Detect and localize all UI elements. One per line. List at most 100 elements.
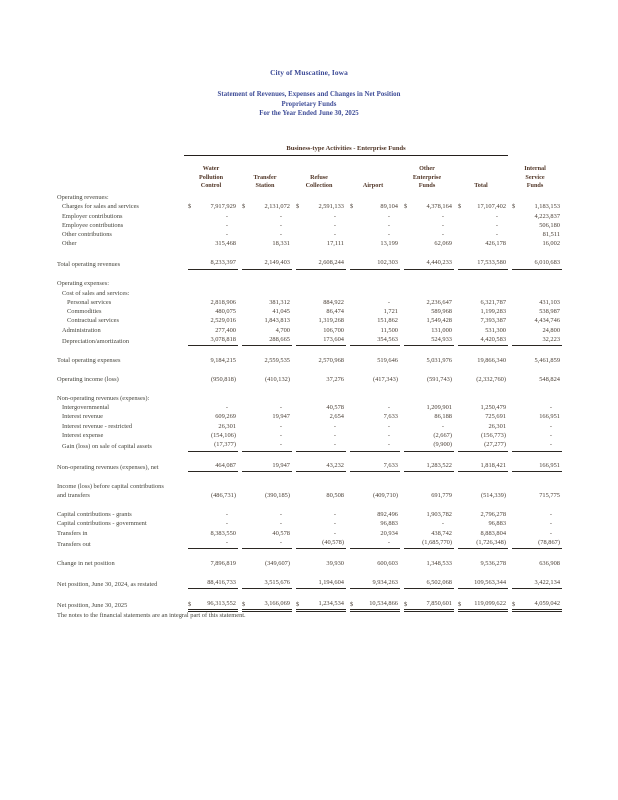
- amount-cell: 62,069: [400, 239, 454, 248]
- row-label: Other: [62, 240, 77, 248]
- amount-cell: 524,933: [400, 335, 454, 347]
- amount-value: 3,166,069: [264, 599, 290, 607]
- amount-cell: -: [184, 212, 238, 221]
- amount-cell: -: [292, 519, 346, 528]
- amount-value: -: [387, 539, 390, 547]
- spacer-row: [57, 589, 562, 599]
- amount-value: -: [387, 422, 390, 430]
- row-label: Employer contributions: [62, 212, 123, 220]
- amount-cell: -: [508, 431, 562, 440]
- dollar-sign: $: [512, 600, 516, 608]
- amount-value: 3,422,134: [534, 578, 561, 586]
- amount-value: -: [225, 511, 228, 519]
- statement-table: Business-type Activities - Enterprise Fu…: [57, 140, 563, 612]
- amount-cell: 40,578: [292, 403, 346, 412]
- amount-cell: (514,339): [454, 482, 508, 501]
- amount-value: 524,933: [431, 336, 452, 344]
- amount-cell: 548,824: [508, 375, 562, 384]
- table-row: Transfers out - - (40,578) - (1,685,770) (1,72…: [57, 538, 563, 550]
- amount-cell: 1,903,782: [400, 510, 454, 519]
- amount-cell: $4,059,042: [508, 599, 563, 612]
- amount-value: 426,178: [485, 240, 507, 248]
- amount-cell: -: [184, 221, 238, 230]
- table-row: Capital contributions - grants - - - 892,496…: [57, 510, 562, 519]
- dollar-sign: $: [458, 203, 462, 211]
- amount-cell: -: [346, 440, 400, 452]
- amount-value: (40,578): [322, 539, 344, 547]
- amount-cell: 2,796,278: [454, 510, 508, 519]
- table-row: Other 315,468 18,331 17,111 13,199 62,069 426,…: [57, 239, 562, 248]
- amount-cell: 3,078,818: [184, 335, 238, 347]
- spacer-row: [57, 249, 562, 259]
- amount-value: 315,468: [215, 240, 236, 248]
- amount-cell: 40,578: [238, 529, 292, 538]
- amount-value: (9,900): [433, 441, 452, 449]
- table-row: Net position, June 30, 2025 $96,313,552 $3…: [57, 599, 563, 612]
- row-label: Personal services: [67, 298, 112, 306]
- amount-value: -: [333, 511, 336, 519]
- row-label: Capital contributions - government: [57, 520, 147, 528]
- dollar-sign: $: [188, 203, 192, 211]
- amount-value: 7,633: [383, 462, 398, 470]
- amount-cell: $7,917,929: [184, 202, 238, 211]
- amount-cell: 96,883: [454, 519, 508, 528]
- amount-cell: 892,496: [346, 510, 400, 519]
- amount-cell: 315,468: [184, 239, 238, 248]
- amount-cell: -: [238, 422, 292, 431]
- amount-cell: 5,031,976: [400, 356, 454, 365]
- amount-cell: 3,422,134: [508, 578, 563, 590]
- row-label: Depreciation/amortization: [62, 338, 130, 346]
- row-label: Non-operating revenues (expenses), net: [57, 464, 159, 472]
- amount-cell: 9,184,215: [184, 356, 238, 365]
- amount-value: 81,511: [542, 231, 561, 239]
- column-header-airport: Airport: [362, 181, 384, 189]
- amount-cell: 6,010,683: [508, 258, 563, 270]
- amount-value: 89,104: [380, 203, 398, 211]
- amount-cell: 106,700: [292, 326, 346, 335]
- amount-cell: -: [400, 212, 454, 221]
- amount-value: 2,529,016: [210, 317, 236, 325]
- amount-value: 11,500: [380, 326, 398, 334]
- amount-cell: -: [292, 510, 346, 519]
- amount-value: 1,209,901: [426, 404, 452, 412]
- amount-cell: -: [400, 221, 454, 230]
- amount-cell: 464,087: [184, 461, 238, 473]
- amount-value: 32,223: [542, 336, 561, 344]
- amount-value: (17,377): [214, 441, 236, 449]
- amount-cell: 288,665: [238, 335, 292, 347]
- row-label: Interest revenue: [62, 413, 103, 421]
- amount-value: 20,934: [380, 529, 398, 537]
- amount-cell: (409,710): [346, 482, 400, 501]
- amount-value: -: [387, 404, 390, 412]
- amount-value: 17,533,580: [477, 259, 507, 267]
- amount-cell: 438,742: [400, 529, 454, 538]
- amount-cell: -: [346, 538, 400, 550]
- amount-cell: $3,166,069: [238, 599, 292, 612]
- amount-value: -: [387, 441, 390, 449]
- amount-value: 600,603: [377, 559, 398, 567]
- amount-value: 6,010,683: [534, 259, 561, 267]
- dollar-sign: $: [350, 203, 354, 211]
- amount-value: 1,549,428: [426, 317, 452, 325]
- amount-value: 40,578: [326, 404, 344, 412]
- amount-value: -: [387, 431, 390, 439]
- amount-cell: $4,378,164: [400, 202, 454, 211]
- amount-value: 538,987: [539, 308, 561, 316]
- amount-value: (410,132): [264, 375, 290, 383]
- amount-value: -: [225, 231, 228, 239]
- amount-cell: 4,420,583: [454, 335, 509, 347]
- amount-cell: 609,269: [184, 412, 238, 421]
- amount-value: -: [333, 231, 336, 239]
- amount-cell: 151,862: [346, 316, 400, 325]
- amount-value: -: [225, 539, 228, 547]
- amount-value: 19,866,340: [477, 356, 507, 364]
- amount-value: 119,099,622: [474, 599, 507, 607]
- amount-cell: (2,332,760): [454, 375, 508, 384]
- table-row: Income (loss) before capital contributio…: [57, 482, 562, 501]
- amount-cell: 166,951: [508, 461, 563, 473]
- amount-value: -: [333, 441, 336, 449]
- amount-value: 354,563: [377, 336, 398, 344]
- amount-value: 2,131,072: [264, 203, 290, 211]
- amount-value: 548,824: [539, 375, 561, 383]
- amount-cell: 506,180: [508, 221, 562, 230]
